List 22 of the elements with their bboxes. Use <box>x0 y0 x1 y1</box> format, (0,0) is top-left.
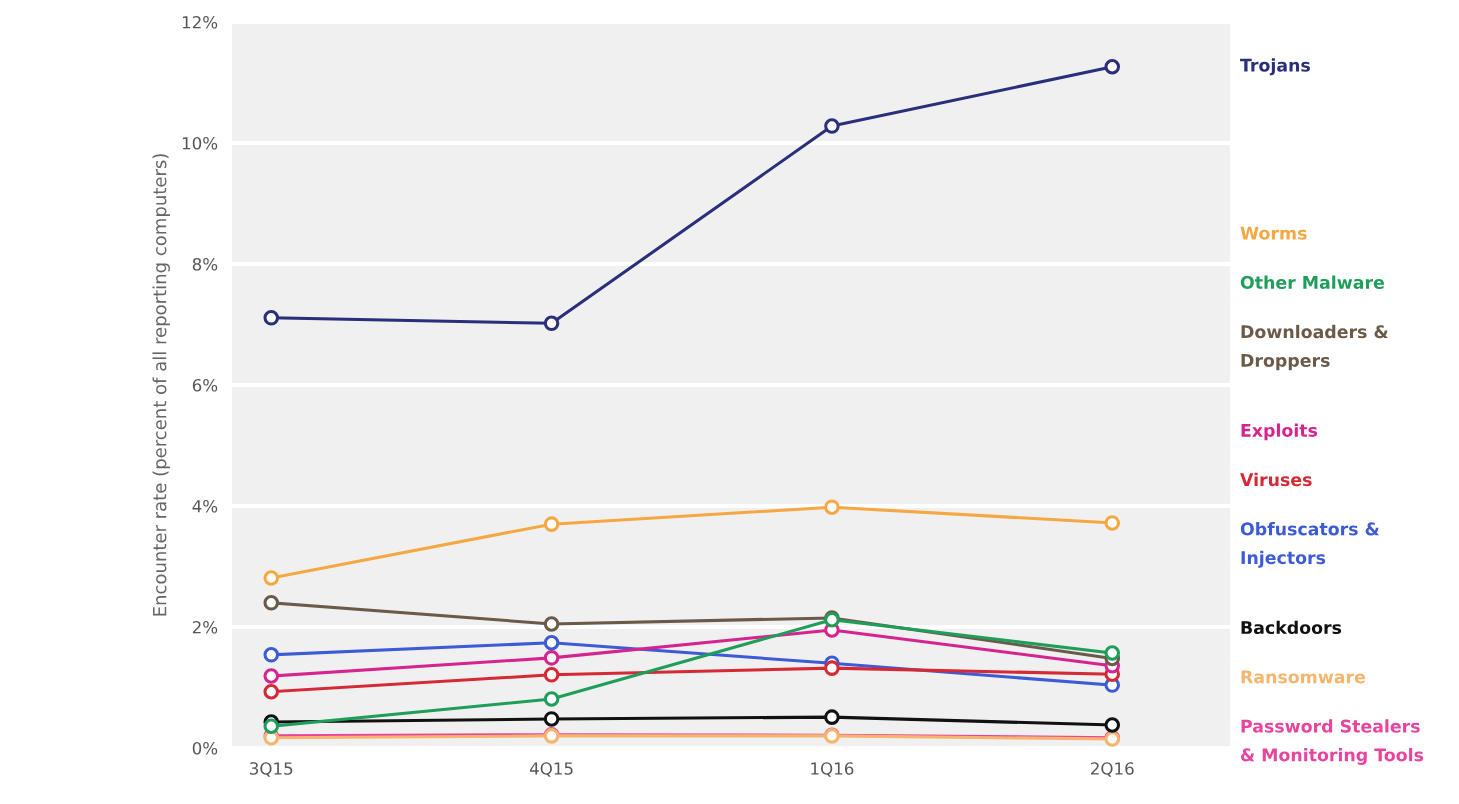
y-tick-label: 4% <box>192 499 218 513</box>
text: Viruses <box>1240 472 1312 487</box>
text: Password Stealers & Monitoring Tools <box>1241 719 1424 765</box>
y-tick-label: 10% <box>182 136 218 150</box>
text: Other Malware <box>1240 275 1384 289</box>
x-tick-label: 1Q16 <box>811 762 854 777</box>
y-tick-label: 12% <box>182 15 218 29</box>
y-tick-label: 2% <box>192 620 218 634</box>
text: Obfuscators & Injectors <box>1240 522 1379 568</box>
y-axis-title: Encounter rate (percent of all reporting computers) <box>152 154 170 616</box>
text: Exploits <box>1241 423 1318 441</box>
text: Ransomware <box>1241 670 1366 684</box>
text: Trojans <box>1240 58 1310 76</box>
x-tick-label: 2Q16 <box>1091 762 1134 777</box>
text: Backdoors <box>1241 620 1342 635</box>
y-tick-label: 6% <box>192 378 218 392</box>
y-tick-label: 0% <box>192 741 218 755</box>
x-tick-label: 3Q15 <box>250 762 293 777</box>
text: Worms <box>1240 226 1307 240</box>
y-tick-label: 8% <box>192 257 218 271</box>
text: Downloaders & Droppers <box>1241 324 1388 371</box>
x-tick-label: 4Q15 <box>529 762 573 777</box>
